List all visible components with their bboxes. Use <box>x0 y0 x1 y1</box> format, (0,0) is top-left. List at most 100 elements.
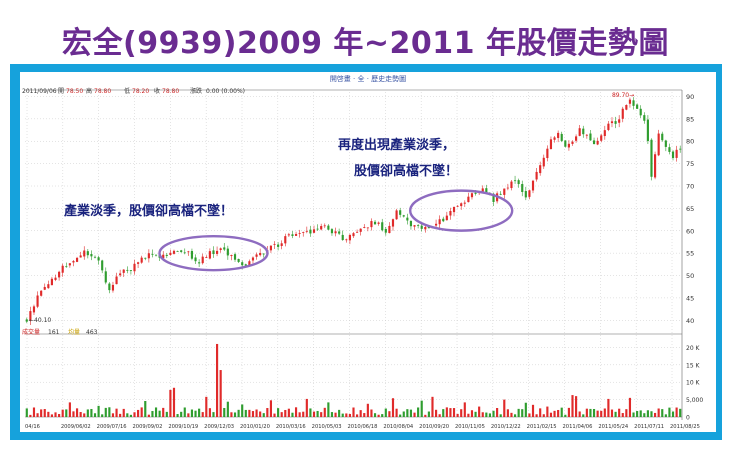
volume-bar <box>241 404 244 417</box>
price-tick-label: 55 <box>686 250 694 258</box>
candle-body <box>140 257 143 263</box>
volume-bar <box>445 407 448 417</box>
candle-body <box>144 257 147 259</box>
volume-bar <box>137 409 140 417</box>
volume-bar <box>294 407 298 417</box>
volume-bar <box>162 407 165 417</box>
volume-bar <box>463 402 466 417</box>
volume-bar <box>158 410 161 417</box>
volume-bar <box>126 413 129 417</box>
candle-body <box>395 210 398 220</box>
volume-bar <box>521 409 524 417</box>
candle-body <box>176 250 179 252</box>
price-tick-label: 80 <box>686 138 694 146</box>
volume-bar <box>65 409 68 417</box>
x-tick-label: 2010/12/22 <box>491 424 521 430</box>
candle-body <box>546 148 549 159</box>
candle-body <box>50 278 54 286</box>
volume-bar <box>93 413 97 417</box>
candle-body <box>445 215 448 221</box>
volume-bar <box>183 407 186 417</box>
volume-bar <box>359 410 362 417</box>
price-tick-label: 85 <box>686 115 694 123</box>
volume-bar <box>528 413 531 417</box>
candle-body <box>312 229 316 233</box>
volume-bar <box>86 409 89 417</box>
candle-body <box>370 221 373 228</box>
volume-bar <box>341 413 344 417</box>
volume-bar <box>208 408 211 417</box>
candle-body <box>650 139 653 177</box>
candle-body <box>97 257 100 261</box>
volume-bar <box>517 408 520 417</box>
candle-body <box>499 193 502 195</box>
volume-bar <box>237 409 240 417</box>
volume-bar <box>83 413 86 417</box>
candle-body <box>302 232 305 233</box>
volume-bar <box>262 413 265 417</box>
candle-body <box>438 219 441 225</box>
volume-bar <box>452 408 456 417</box>
candle-body <box>492 193 495 202</box>
candle-body <box>215 250 219 254</box>
candle-body <box>309 229 312 234</box>
volume-bar <box>650 411 653 417</box>
candle-body <box>553 137 556 140</box>
volume-bar <box>664 414 667 417</box>
candle-body <box>226 248 229 256</box>
price-tick-label: 75 <box>686 160 694 168</box>
candle-body <box>524 191 527 198</box>
candle-body <box>201 256 204 264</box>
volume-label: 成交量 <box>22 328 40 336</box>
volume-bar <box>330 412 334 417</box>
x-tick-label: 2009/09/02 <box>133 424 163 430</box>
candle-body <box>463 202 466 204</box>
candle-body <box>567 143 570 148</box>
volume-bar <box>636 411 639 417</box>
candle-body <box>560 133 563 141</box>
candle-body <box>115 276 118 285</box>
volume-bar <box>402 411 405 417</box>
header-open-value: 78.50 <box>66 88 83 95</box>
candle-body <box>172 250 176 254</box>
page-title: 宏全(9939)2009 年~2011 年股價走勢圖 <box>62 26 669 61</box>
volume-bar <box>639 410 642 417</box>
volume-bar <box>165 411 168 417</box>
volume-bar <box>79 412 82 417</box>
volume-bar <box>291 412 294 417</box>
candle-body <box>65 266 68 268</box>
volume-bar <box>75 408 79 417</box>
x-tick-label: 2011/02/15 <box>527 424 557 430</box>
candle-body <box>241 262 244 266</box>
volume-bar <box>287 408 290 417</box>
candle-body <box>75 257 79 262</box>
volume-bar <box>492 410 495 417</box>
volume-bar <box>72 411 75 417</box>
candle-body <box>165 254 168 256</box>
candle-body <box>68 263 71 266</box>
volume-bar <box>101 414 104 417</box>
volume-bar <box>535 414 538 417</box>
candle-body <box>442 218 445 222</box>
candle-body <box>535 171 538 180</box>
volume-bar <box>32 407 36 417</box>
candle-body <box>356 231 359 233</box>
volume-bar <box>284 409 287 417</box>
candle-body <box>61 265 64 273</box>
volume-bar <box>280 412 283 417</box>
volume-bar <box>373 413 377 417</box>
volume-bar <box>557 409 560 417</box>
candle-body <box>262 253 265 255</box>
candle-body <box>230 255 233 257</box>
candle-body <box>406 217 409 221</box>
candle-body <box>657 133 660 156</box>
candle-body <box>452 207 456 213</box>
candle-body <box>104 271 107 283</box>
x-tick-label: 2011/07/11 <box>634 424 664 430</box>
volume-bar <box>546 406 549 417</box>
volume-bar <box>255 409 258 417</box>
volume-bar <box>603 408 606 417</box>
candle-body <box>467 196 470 203</box>
candle-body <box>571 141 574 144</box>
volume-bar <box>675 407 678 417</box>
